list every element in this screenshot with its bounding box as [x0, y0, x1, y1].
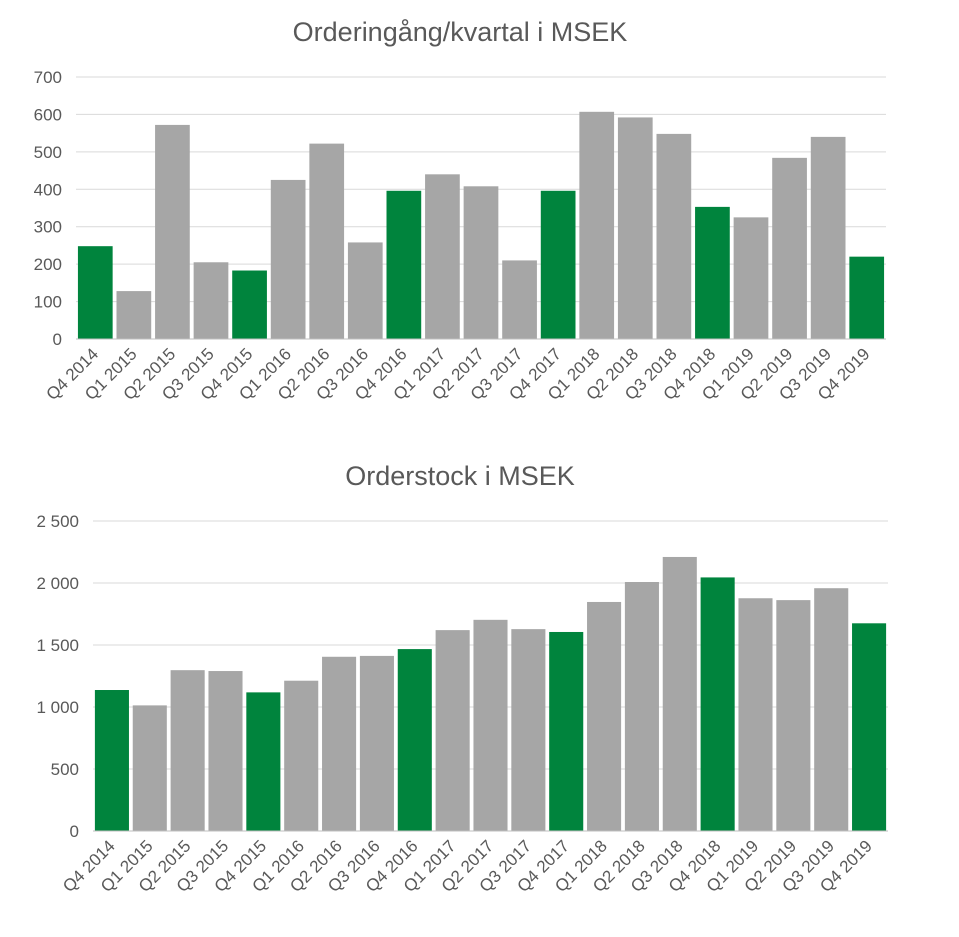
bar: [776, 600, 811, 831]
bar: [695, 206, 730, 339]
bar: [810, 136, 846, 339]
y-tick-label: 1 000: [36, 698, 79, 717]
bar: [359, 655, 394, 831]
bar: [473, 619, 508, 831]
bar: [397, 649, 432, 831]
bar: [772, 157, 807, 339]
bar: [662, 556, 697, 831]
bar: [435, 630, 470, 831]
y-tick-label: 2 500: [36, 512, 79, 531]
y-tick-label: 0: [70, 822, 79, 841]
y-tick-label: 0: [53, 330, 62, 349]
bar: [94, 690, 129, 831]
y-tick-label: 100: [34, 293, 62, 312]
y-tick-label: 300: [34, 218, 62, 237]
y-tick-label: 600: [34, 105, 62, 124]
order-backlog-chart: Orderstock i MSEK 0 500 1 000 1 500 2 000 2 5…: [36, 461, 888, 896]
bar: [814, 588, 849, 831]
bar: [170, 670, 205, 831]
bar: [193, 262, 229, 339]
bar: [502, 260, 537, 339]
y-tick-label: 1 500: [36, 636, 79, 655]
bar: [232, 270, 267, 339]
bar: [155, 124, 190, 339]
y-tick-label: 2 000: [36, 574, 79, 593]
bar: [425, 174, 460, 339]
bar: [386, 190, 422, 339]
bar: [700, 577, 735, 831]
bar: [77, 246, 113, 339]
y-tick-label: 500: [34, 143, 62, 162]
bar: [549, 631, 584, 831]
bar: [322, 656, 357, 831]
bar: [463, 186, 499, 339]
bar: [208, 671, 243, 831]
bar: [132, 705, 167, 831]
bar: [849, 256, 885, 339]
y-tick-label: 400: [34, 180, 62, 199]
bar: [116, 291, 152, 339]
bar: [540, 190, 576, 339]
bar: [347, 242, 383, 339]
bar: [246, 692, 281, 831]
bar: [624, 582, 659, 831]
y-tick-label: 200: [34, 255, 62, 274]
order-intake-chart: Orderingång/kvartal i MSEK 0 100 200 300 400…: [34, 17, 886, 404]
chart-title: Orderingång/kvartal i MSEK: [293, 17, 628, 47]
bar: [309, 143, 345, 339]
bar: [270, 179, 306, 339]
bar: [579, 111, 615, 339]
y-tick-label: 700: [34, 68, 62, 87]
bar: [656, 133, 692, 339]
bar: [617, 117, 653, 339]
bar: [587, 601, 622, 831]
bar: [284, 680, 319, 831]
chart-title: Orderstock i MSEK: [345, 461, 575, 491]
bar: [738, 598, 773, 831]
bar: [511, 629, 546, 831]
y-tick-label: 500: [51, 760, 79, 779]
bar: [852, 623, 887, 831]
bar: [733, 217, 769, 339]
